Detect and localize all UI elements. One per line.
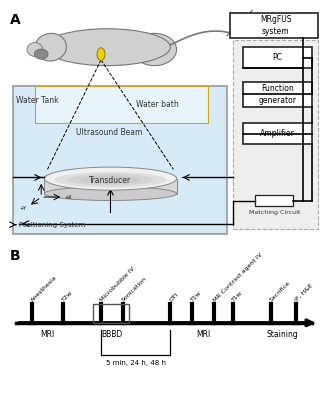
- Text: Positioning System: Positioning System: [19, 222, 85, 228]
- Ellipse shape: [44, 167, 176, 190]
- Text: Staining: Staining: [266, 330, 298, 339]
- Text: Transducer: Transducer: [90, 176, 132, 186]
- Text: Microbubble IV: Microbubble IV: [99, 266, 136, 303]
- Text: Anesthesia: Anesthesia: [30, 275, 58, 303]
- Ellipse shape: [54, 172, 167, 188]
- Text: Ultrasound Beam: Ultrasound Beam: [76, 128, 142, 137]
- Text: +X: +X: [65, 194, 72, 200]
- Text: DTI: DTI: [168, 292, 179, 303]
- Text: MRI: MRI: [196, 330, 211, 339]
- Bar: [44, 179, 176, 194]
- Text: A: A: [10, 13, 20, 27]
- Text: Function
generator: Function generator: [258, 84, 297, 105]
- Text: Sacrifice: Sacrifice: [269, 280, 292, 303]
- Text: T1w: T1w: [231, 290, 244, 303]
- Bar: [243, 123, 312, 144]
- Bar: [93, 304, 129, 323]
- Ellipse shape: [68, 174, 154, 186]
- Text: MR Contrast agent IV: MR Contrast agent IV: [213, 252, 263, 303]
- Text: IF, H&E: IF, H&E: [294, 283, 314, 303]
- Circle shape: [34, 49, 48, 59]
- Ellipse shape: [133, 33, 176, 66]
- Ellipse shape: [97, 48, 105, 60]
- Text: Sonication: Sonication: [121, 276, 148, 303]
- Text: +Y: +Y: [20, 206, 27, 211]
- Ellipse shape: [44, 29, 170, 66]
- Text: BBBD: BBBD: [101, 330, 123, 339]
- Text: Amplifier: Amplifier: [260, 129, 295, 138]
- Bar: [233, 40, 318, 229]
- Bar: [35, 86, 208, 123]
- Text: T1w: T1w: [190, 290, 203, 303]
- Text: +Z: +Z: [43, 175, 50, 180]
- Text: MRgFUS
system: MRgFUS system: [260, 15, 292, 36]
- Ellipse shape: [27, 42, 43, 56]
- Text: T2w: T2w: [61, 290, 74, 303]
- Text: 5 min, 24 h, 48 h: 5 min, 24 h, 48 h: [106, 360, 166, 366]
- Text: Water bath: Water bath: [136, 100, 179, 109]
- Bar: [243, 82, 312, 107]
- Ellipse shape: [35, 33, 66, 61]
- Ellipse shape: [81, 176, 140, 184]
- Ellipse shape: [44, 187, 176, 200]
- Text: B: B: [10, 249, 20, 263]
- Text: Water Tank: Water Tank: [16, 96, 59, 105]
- Bar: [230, 13, 318, 38]
- Text: Matching Circuit: Matching Circuit: [249, 210, 300, 215]
- Bar: [243, 47, 312, 68]
- Text: MRI: MRI: [40, 330, 55, 339]
- Bar: [13, 86, 227, 234]
- Bar: [255, 195, 293, 206]
- Text: PC: PC: [273, 53, 282, 62]
